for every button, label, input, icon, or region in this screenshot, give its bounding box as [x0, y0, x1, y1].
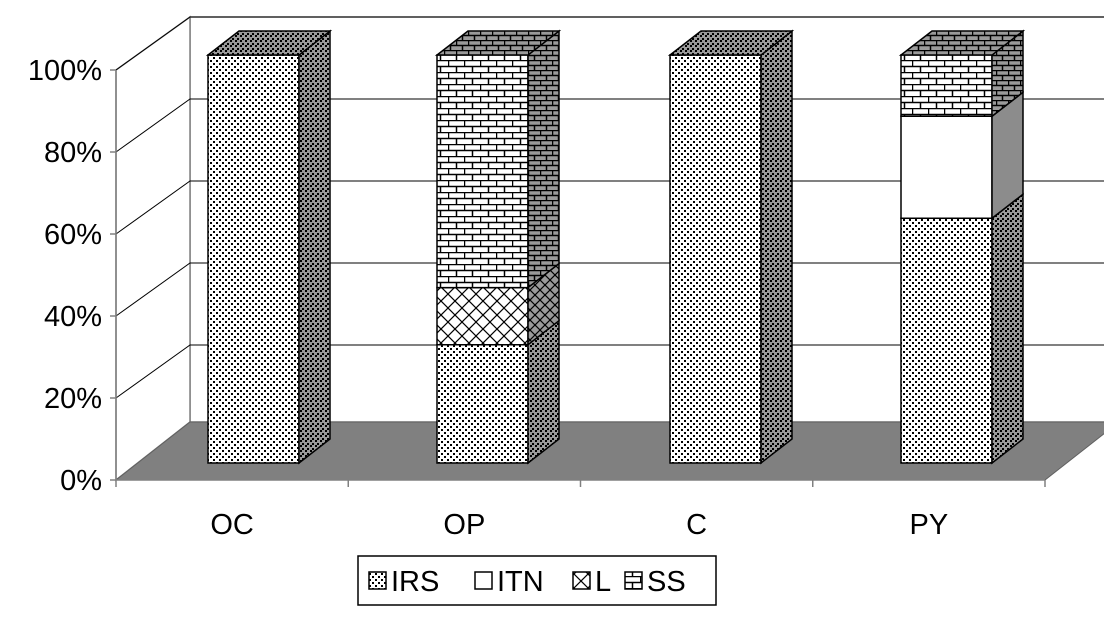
legend-swatch-irs [368, 571, 387, 590]
chart-walls [115, 15, 1104, 482]
legend-label-itn: ITN [497, 566, 544, 598]
bar-segment-irs-c [669, 54, 762, 464]
gridline [115, 344, 1104, 399]
x-axis-category-labels: OC OP C PY [210, 509, 948, 541]
legend-label-ss: SS [647, 566, 686, 598]
bar-side-irs-c [760, 29, 793, 465]
y-tick-label: 60% [44, 219, 102, 251]
bar-side-ss-op [527, 29, 560, 290]
y-tick-label: 20% [44, 383, 102, 415]
gridline [115, 98, 1104, 153]
axes [110, 69, 1046, 487]
y-tick-label: 80% [44, 137, 102, 169]
legend-swatch-itn [474, 571, 493, 590]
bar-segment-itn-py [900, 115, 993, 219]
bars [205, 29, 1026, 465]
bar-side-irs-oc [298, 29, 331, 465]
x-category-label: PY [910, 509, 949, 541]
y-tick-label: 100% [28, 55, 102, 87]
bar-segment-irs-py [900, 217, 993, 464]
legend-swatch-ss [624, 571, 643, 590]
gridline [115, 180, 1104, 235]
y-tick-label: 40% [44, 301, 102, 333]
bar-top-op [434, 30, 562, 56]
bar-segment-irs-op [436, 343, 529, 464]
x-category-label: OC [210, 509, 254, 541]
gridline [115, 262, 1104, 317]
y-axis-tick-labels: 0% 20% 40% 60% 80% 100% [28, 55, 102, 497]
bar-segment-ss-op [436, 54, 529, 289]
x-category-label: C [686, 509, 707, 541]
bar-segment-ss-py [900, 54, 993, 117]
y-tick-label: 0% [60, 465, 102, 497]
gridline [115, 16, 1104, 71]
bar-segment-irs-oc [207, 54, 300, 464]
bar-top-py [898, 30, 1026, 56]
legend-label-l: L [595, 566, 611, 598]
legend: IRS ITN L SS [357, 555, 717, 606]
bar-side-irs-py [991, 192, 1024, 465]
x-category-label: OP [443, 509, 485, 541]
bar-segment-l-op [436, 286, 529, 346]
legend-box [357, 555, 717, 606]
side-wall [115, 15, 191, 482]
bar-top-oc [205, 30, 333, 56]
legend-swatch-l [572, 571, 591, 590]
bar-top-c [667, 30, 795, 56]
legend-label-irs: IRS [391, 566, 439, 598]
